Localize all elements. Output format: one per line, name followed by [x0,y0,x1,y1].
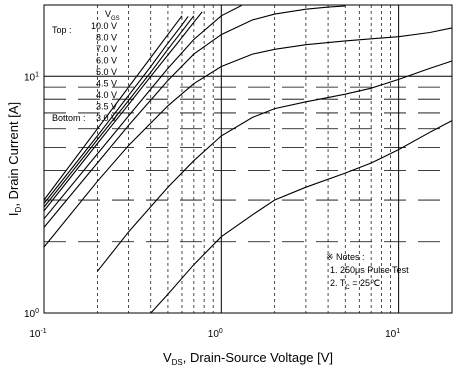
y-axis-title-rest: , Drain Current [A] [6,102,21,207]
legend-header-main: V [105,9,111,19]
series-line-7 [96,60,453,272]
x-tick-label: 100 [208,328,223,340]
legend-top-label: Top : [52,25,72,35]
x-axis-title-rest: , Drain-Source Voltage [V] [183,350,333,365]
x-axis-title-sub: DS [172,358,183,367]
x-tick-labels: 10-1 100 101 [29,328,400,340]
series-line-5 [43,5,346,228]
legend-entry: 3.5 V [96,102,117,112]
y-tick-label: 101 [24,71,39,83]
x-axis-title-main: V [163,350,172,365]
notes-box: ※ Notes : 1. 250μs Pulse Test 2. TC = 25… [326,252,409,291]
y-axis-title-main: I [6,212,21,216]
legend: Top : Bottom : VGS 10.0 V 8.0 V7.0 V 6.0 V… [52,9,120,123]
notes-line-2-rest: = 25℃ [350,278,380,288]
y-axis-title-sub: D [14,206,23,212]
notes-line-2-main: 2. T [330,278,346,288]
legend-entry: 8.0 V [96,33,117,43]
y-tick-label: 100 [24,308,39,320]
x-tick-label: 101 [385,328,400,340]
notes-line-1: 1. 250μs Pulse Test [330,265,409,275]
legend-entry: 4.5 V [96,79,117,89]
series-curves [43,5,453,314]
series-line-0 [43,15,183,201]
legend-header-sub: GS [111,16,120,22]
series-line-3 [43,11,203,212]
notes-line-2-sub: C [345,285,350,291]
legend-entries: 10.0 V 8.0 V7.0 V 6.0 V5.0 V 4.5 V4.0 V 3.5 … [91,21,117,123]
series-line-8 [150,120,453,314]
plot-frame [43,4,453,314]
legend-entry: 6.0 V [96,56,117,66]
notes-line-2: 2. TC = 25℃ [330,278,380,291]
legend-bottom-label: Bottom : [52,113,86,123]
grid-lines [44,5,453,313]
x-tick-label: 10-1 [29,328,46,340]
series-line-6 [43,27,453,248]
legend-entry: 10.0 V [91,21,117,31]
notes-title: ※ Notes : [326,252,365,262]
legend-entry: 4.0 V [96,90,117,100]
series-line-2 [43,15,195,208]
legend-header: VGS [105,9,120,22]
legend-entry: 5.0 V [96,67,117,77]
legend-entry: 7.0 V [96,44,117,54]
y-axis-title: ID, Drain Current [A] [6,102,23,216]
series-line-4 [43,5,242,220]
x-axis-title: VDS, Drain-Source Voltage [V] [163,350,333,367]
legend-entry: 3.0 V [96,113,117,123]
y-tick-labels: 100 101 [24,71,39,320]
series-line-1 [43,16,189,204]
